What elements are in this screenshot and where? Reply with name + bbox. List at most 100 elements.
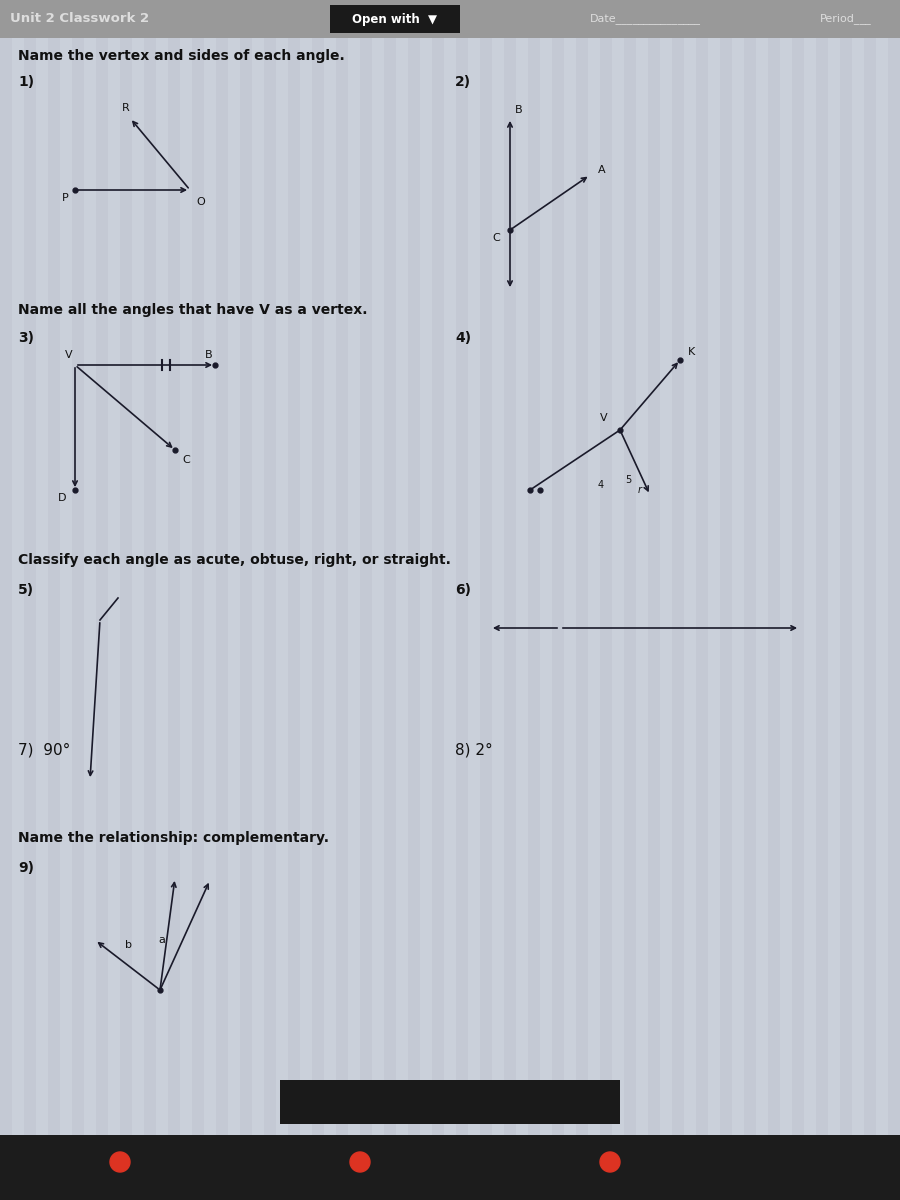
Circle shape <box>600 1152 620 1172</box>
Bar <box>264 0 276 1200</box>
Text: Classify each angle as acute, obtuse, right, or straight.: Classify each angle as acute, obtuse, ri… <box>18 553 451 566</box>
Bar <box>588 0 600 1200</box>
Text: /: / <box>438 1096 442 1109</box>
Bar <box>372 0 384 1200</box>
Bar <box>792 0 804 1200</box>
Bar <box>108 0 120 1200</box>
Bar <box>720 0 732 1200</box>
Bar <box>660 0 672 1200</box>
Text: Cover Letter Builder...: Cover Letter Builder... <box>380 1157 487 1166</box>
Bar <box>696 0 708 1200</box>
Bar <box>276 0 288 1200</box>
Text: Youth Empowerme...: Youth Empowerme... <box>140 1157 240 1166</box>
Text: r: r <box>638 485 642 494</box>
Bar <box>72 0 84 1200</box>
Bar <box>132 0 144 1200</box>
Bar <box>744 0 756 1200</box>
Bar <box>60 0 72 1200</box>
Bar <box>564 0 576 1200</box>
Bar <box>600 0 612 1200</box>
Bar <box>780 0 792 1200</box>
Text: 5): 5) <box>18 583 34 596</box>
Text: 1: 1 <box>411 1096 418 1109</box>
Bar <box>540 0 552 1200</box>
Text: Name the relationship: complementary.: Name the relationship: complementary. <box>18 830 329 845</box>
Text: 4: 4 <box>598 480 604 490</box>
Bar <box>804 0 816 1200</box>
Bar <box>732 0 744 1200</box>
Bar <box>864 0 876 1200</box>
Text: B: B <box>205 350 212 360</box>
Bar <box>12 0 24 1200</box>
Bar <box>708 0 720 1200</box>
Text: 1): 1) <box>18 74 34 89</box>
Text: 9): 9) <box>18 862 34 875</box>
Bar <box>840 0 852 1200</box>
Text: b: b <box>125 940 132 950</box>
Text: Unit 2 Classwork 2 -...: Unit 2 Classwork 2 -... <box>630 1157 737 1166</box>
Text: 6): 6) <box>455 583 471 596</box>
Bar <box>240 0 252 1200</box>
Bar <box>324 0 336 1200</box>
Bar <box>480 0 492 1200</box>
Bar <box>330 5 460 32</box>
Bar <box>288 0 300 1200</box>
Bar <box>24 0 36 1200</box>
Bar <box>672 0 684 1200</box>
Bar <box>624 0 636 1200</box>
Text: Open with  ▼: Open with ▼ <box>353 12 437 25</box>
Text: D: D <box>58 493 67 503</box>
Bar <box>444 0 456 1200</box>
Bar <box>648 0 660 1200</box>
Circle shape <box>110 1152 130 1172</box>
Bar <box>888 0 900 1200</box>
Bar <box>552 0 564 1200</box>
Bar <box>0 1135 900 1200</box>
Text: A: A <box>598 164 606 175</box>
Bar <box>252 0 264 1200</box>
Bar <box>528 0 540 1200</box>
Bar <box>0 0 900 38</box>
Bar <box>504 0 516 1200</box>
Bar <box>456 0 468 1200</box>
Text: 8) 2°: 8) 2° <box>455 743 493 757</box>
Text: R: R <box>122 103 130 113</box>
Bar <box>180 0 192 1200</box>
Text: 3): 3) <box>18 331 34 346</box>
Bar <box>828 0 840 1200</box>
Bar <box>48 0 60 1200</box>
Bar <box>756 0 768 1200</box>
Text: 7)  90°: 7) 90° <box>18 743 70 757</box>
Text: P: P <box>62 193 68 203</box>
Bar <box>300 0 312 1200</box>
Bar <box>204 0 216 1200</box>
Bar <box>216 0 228 1200</box>
Text: 2: 2 <box>456 1096 464 1109</box>
Text: Period___: Period___ <box>820 13 872 24</box>
Bar <box>96 0 108 1200</box>
Circle shape <box>350 1152 370 1172</box>
Text: C: C <box>182 455 190 464</box>
Bar <box>768 0 780 1200</box>
Bar <box>144 0 156 1200</box>
Text: 5: 5 <box>625 475 631 485</box>
Bar <box>468 0 480 1200</box>
Text: 🔍: 🔍 <box>517 1096 524 1109</box>
Bar <box>516 0 528 1200</box>
Text: —: — <box>484 1096 496 1109</box>
Bar <box>36 0 48 1200</box>
Bar <box>408 0 420 1200</box>
Text: +: + <box>549 1094 562 1110</box>
Bar <box>156 0 168 1200</box>
Text: O: O <box>196 197 205 206</box>
Text: Date_______________: Date_______________ <box>590 13 701 24</box>
Bar <box>336 0 348 1200</box>
Bar <box>636 0 648 1200</box>
Bar <box>612 0 624 1200</box>
Bar <box>576 0 588 1200</box>
Text: B: B <box>515 104 523 115</box>
Bar <box>312 0 324 1200</box>
Bar <box>396 0 408 1200</box>
Text: 4): 4) <box>455 331 471 346</box>
Bar <box>280 1080 620 1124</box>
